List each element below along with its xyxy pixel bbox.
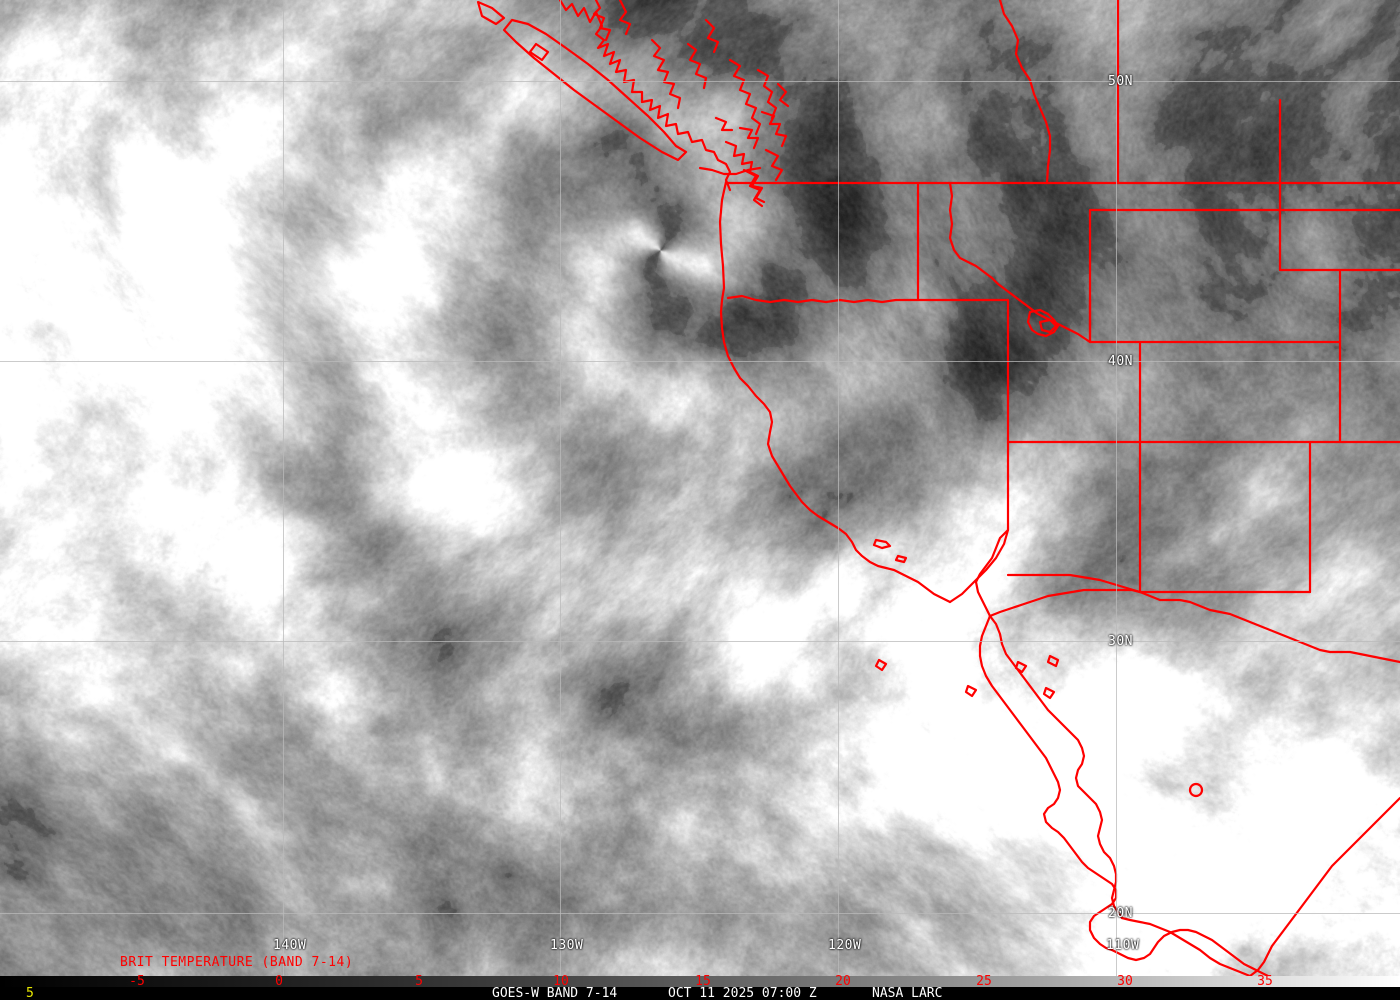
lon-label-120w: 120W [828,938,862,953]
lon-label-140w: 140W [273,938,307,953]
gridline-lon-110w [1116,0,1117,976]
frame-number-label: 5 [26,986,34,1000]
satellite-image-area: 50N 40N 30N 20N 140W 130W 120W 110W [0,0,1400,976]
colorbar-tick-35: 35 [1257,974,1273,989]
colorbar-tick-25: 25 [976,974,992,989]
colorbar-title: BRIT TEMPERATURE (BAND 7-14) [120,955,354,970]
gridline-lat-40n [0,361,1400,362]
lat-label-30n: 30N [1108,634,1133,649]
timestamp-label: OCT 11 2025 07:00 Z [668,986,817,1000]
satellite-band-label: GOES-W BAND 7-14 [492,986,618,1000]
colorbar-tick-5: 5 [415,974,423,989]
infrared-satellite-imagery [0,0,1400,976]
colorbar-tick-20: 20 [835,974,851,989]
lat-label-50n: 50N [1108,74,1133,89]
lon-label-130w: 130W [550,938,584,953]
colorbar-tick-0: 0 [275,974,283,989]
coastline-and-border-paths [476,0,1400,976]
colorbar-tick-15: 15 [695,974,711,989]
gridline-lat-30n [0,641,1400,642]
lon-label-110w: 110W [1106,938,1140,953]
lat-label-40n: 40N [1108,354,1133,369]
map-overlay-vectors [476,0,1400,976]
gridline-lat-20n [0,913,1400,914]
gridline-lon-130w [560,0,561,976]
gridline-lat-50n [0,81,1400,82]
gridline-lon-120w [838,0,839,976]
colorbar-tick-30: 30 [1117,974,1133,989]
organization-label: NASA LARC [872,986,943,1000]
colorbar-tick-neg5: -5 [129,974,145,989]
status-bar: 5 GOES-W BAND 7-14 OCT 11 2025 07:00 Z N… [0,987,1400,1000]
lat-label-20n: 20N [1108,906,1133,921]
colorbar-tick-10: 10 [553,974,569,989]
temperature-colorbar [0,976,1400,987]
gridline-lon-140w [283,0,284,976]
